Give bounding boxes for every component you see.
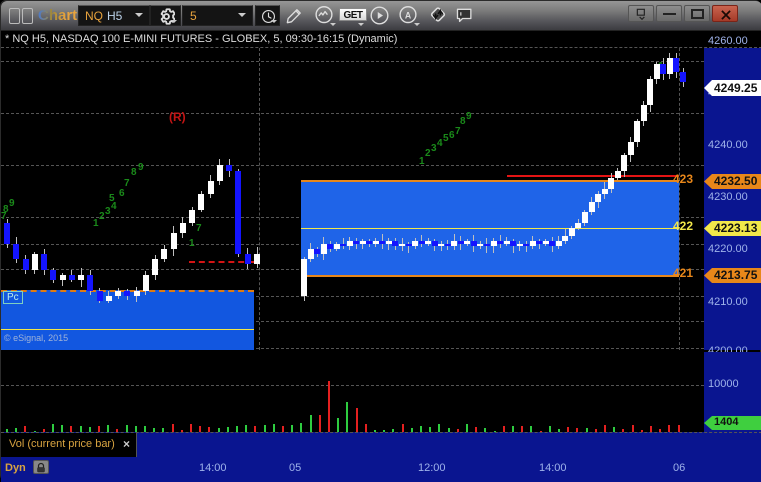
svg-text:A: A bbox=[405, 11, 412, 21]
